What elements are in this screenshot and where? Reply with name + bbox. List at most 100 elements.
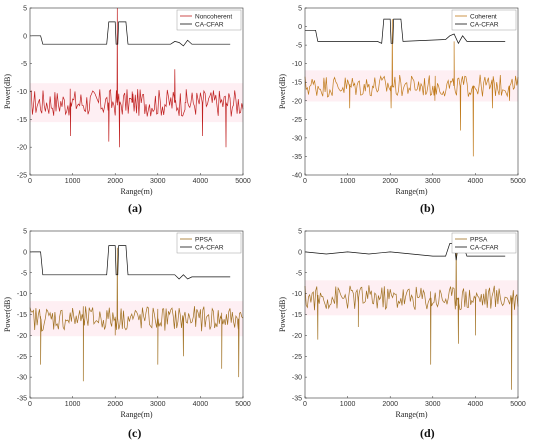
y-tick-label-d-4: -15 — [292, 312, 302, 319]
y-tick-label-d-5: -10 — [292, 291, 302, 298]
chart-panel-a: 0 1000 2000 3000 4000 5000 -25 -20 -15 -10 -5 0 5 Ran… — [0, 0, 275, 222]
chart-panel-d: 0 1000 2000 3000 4000 5000 -35 -30 -25 -20 -15 -10 -… — [275, 223, 550, 445]
y-tick-label-c-4: -15 — [17, 312, 27, 319]
x-tick-label-a-4: 4000 — [193, 178, 209, 185]
x-axis-label-b: Range(m) — [396, 187, 428, 196]
series-line-c-0 — [29, 247, 244, 382]
x-tick-label-b-0: 0 — [303, 178, 307, 185]
x-tick-label-c-4: 4000 — [193, 401, 209, 408]
y-tick-label-b-9: 5 — [298, 6, 302, 13]
legend-box-d — [451, 232, 517, 254]
chart-panel-c: 0 1000 2000 3000 4000 5000 -35 -30 -25 -20 -15 -10 -… — [0, 223, 275, 445]
x-tick-label-d-4: 4000 — [468, 401, 484, 408]
legend-label-a-0: Noncoherent — [195, 13, 232, 20]
x-axis-label-d: Range(m) — [396, 410, 428, 419]
series-line-a-0 — [29, 7, 244, 148]
y-axis-label-c: Power(dB) — [3, 297, 12, 332]
y-tick-label-d-0: -35 — [292, 396, 302, 403]
y-tick-label-a-2: -15 — [17, 117, 27, 124]
y-tick-label-d-7: 0 — [298, 249, 302, 256]
axes-frame-b — [304, 7, 519, 176]
noise-band-d — [305, 280, 518, 316]
legend-box-b — [451, 9, 517, 31]
x-tick-label-d-2: 2000 — [382, 401, 398, 408]
y-tick-label-c-8: 5 — [23, 229, 27, 236]
legend-label-d-1: CA-CFAR — [470, 244, 499, 251]
series-line-a-1 — [30, 21, 231, 47]
y-tick-label-d-3: -20 — [292, 333, 302, 340]
y-tick-label-b-8: 0 — [298, 24, 302, 31]
noise-band-c — [30, 301, 243, 337]
y-axis-label-a: Power(dB) — [3, 74, 12, 109]
y-tick-label-d-8: 5 — [298, 229, 302, 236]
x-tick-label-c-0: 0 — [28, 401, 32, 408]
series-line-d-1 — [304, 243, 506, 261]
x-tick-label-d-3: 3000 — [425, 401, 441, 408]
x-tick-label-b-4: 4000 — [468, 178, 484, 185]
series-line-d-0 — [304, 239, 519, 390]
y-tick-label-b-4: -20 — [292, 98, 302, 105]
legend-label-a-1: CA-CFAR — [195, 21, 224, 28]
y-tick-label-d-6: -5 — [296, 270, 302, 277]
y-tick-label-a-5: 0 — [23, 33, 27, 40]
legend-label-d-0: PPSA — [470, 236, 488, 243]
x-tick-label-a-1: 1000 — [65, 178, 81, 185]
x-tick-label-c-2: 2000 — [107, 401, 123, 408]
x-tick-label-c-5: 5000 — [235, 401, 251, 408]
y-tick-label-a-3: -10 — [17, 89, 27, 96]
y-tick-label-b-1: -35 — [292, 154, 302, 161]
y-axis-label-b: Power(dB) — [278, 74, 287, 109]
y-axis-label-d: Power(dB) — [278, 297, 287, 332]
chart-a-svg: 0 1000 2000 3000 4000 5000 -25 -20 -15 -10 -5 0 5 Ran… — [3, 6, 251, 197]
x-tick-label-a-0: 0 — [28, 178, 32, 185]
y-tick-label-a-0: -25 — [17, 173, 27, 180]
y-tick-label-c-2: -25 — [17, 354, 27, 361]
x-axis-label-a: Range(m) — [121, 187, 153, 196]
x-tick-label-b-2: 2000 — [382, 178, 398, 185]
panel-letter-c: (c) — [128, 426, 142, 440]
noise-band-b — [305, 70, 518, 102]
y-tick-label-c-6: -5 — [21, 270, 27, 277]
legend-label-c-1: CA-CFAR — [195, 244, 224, 251]
panel-letter-d: (d) — [420, 426, 435, 440]
x-tick-label-d-5: 5000 — [510, 401, 526, 408]
x-tick-label-c-3: 3000 — [150, 401, 166, 408]
chart-b-svg: 0 1000 2000 3000 4000 5000 -40 -35 -30 -25 -20 -15 -… — [278, 6, 526, 197]
chart-panel-b: 0 1000 2000 3000 4000 5000 -40 -35 -30 -25 -20 -15 -… — [275, 0, 550, 222]
series-line-b-1 — [305, 18, 506, 45]
x-tick-label-d-0: 0 — [303, 401, 307, 408]
y-tick-label-c-5: -10 — [17, 291, 27, 298]
y-tick-label-c-0: -35 — [17, 396, 27, 403]
y-tick-label-d-2: -25 — [292, 354, 302, 361]
legend-label-c-0: PPSA — [195, 236, 213, 243]
x-tick-label-b-5: 5000 — [510, 178, 526, 185]
y-tick-label-d-1: -30 — [292, 375, 302, 382]
x-tick-label-b-1: 1000 — [340, 178, 356, 185]
panel-letter-b: (b) — [420, 201, 435, 215]
y-tick-label-a-6: 5 — [23, 6, 27, 13]
y-tick-label-b-3: -25 — [292, 117, 302, 124]
x-tick-label-a-3: 3000 — [150, 178, 166, 185]
x-tick-label-a-2: 2000 — [107, 178, 123, 185]
x-tick-label-a-5: 5000 — [235, 178, 251, 185]
legend-box-a — [176, 9, 242, 31]
legend-label-b-1: CA-CFAR — [470, 21, 499, 28]
x-axis-label-c: Range(m) — [121, 410, 153, 419]
y-tick-label-b-7: -5 — [296, 43, 302, 50]
series-line-c-1 — [30, 245, 231, 280]
legend-label-b-0: Coherent — [470, 13, 497, 20]
series-line-b-0 — [304, 19, 519, 157]
y-tick-label-b-5: -15 — [292, 80, 302, 87]
x-tick-label-d-1: 1000 — [340, 401, 356, 408]
y-tick-label-b-2: -30 — [292, 135, 302, 142]
y-tick-label-c-7: 0 — [23, 249, 27, 256]
noise-band-a — [30, 83, 243, 123]
y-tick-label-a-4: -5 — [21, 61, 27, 68]
x-tick-label-c-1: 1000 — [65, 401, 81, 408]
legend-box-c — [176, 232, 242, 254]
chart-c-svg: 0 1000 2000 3000 4000 5000 -35 -30 -25 -20 -15 -10 -… — [3, 229, 251, 420]
panel-letter-a: (a) — [128, 201, 142, 215]
y-tick-label-a-1: -20 — [17, 145, 27, 152]
y-tick-label-b-0: -40 — [292, 173, 302, 180]
y-tick-label-c-1: -30 — [17, 375, 27, 382]
